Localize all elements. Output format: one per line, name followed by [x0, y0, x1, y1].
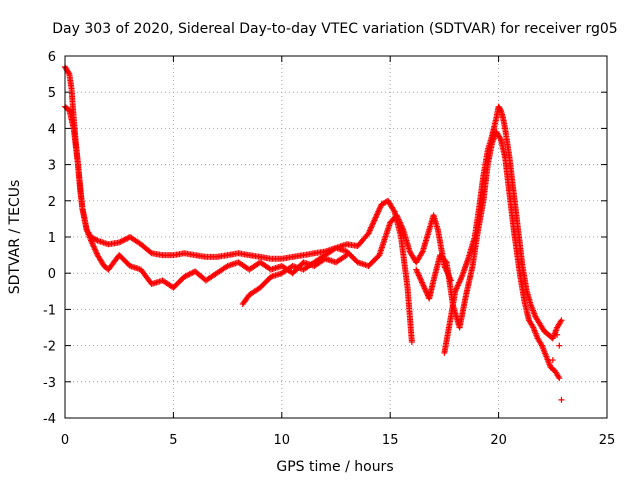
data-point	[418, 249, 425, 256]
x-tick-label: 5	[169, 433, 177, 448]
data-point	[390, 207, 397, 214]
data-point	[65, 69, 72, 76]
plot-frame	[64, 55, 608, 419]
data-point	[120, 237, 127, 244]
data-point	[185, 271, 192, 278]
x-tick-label: 25	[599, 433, 616, 448]
data-point	[121, 236, 128, 243]
grid-lines	[65, 56, 607, 418]
y-tick-label: 2	[48, 195, 56, 210]
data-point	[122, 236, 129, 243]
data-point	[497, 106, 504, 113]
y-tick-label: -4	[43, 412, 56, 427]
y-tick-label: 0	[48, 267, 56, 282]
y-tick-label: 4	[48, 122, 56, 137]
y-tick-label: 1	[48, 231, 56, 246]
data-point	[93, 236, 100, 243]
y-tick-label: -3	[43, 376, 56, 391]
data-point	[182, 273, 189, 280]
data-point	[188, 270, 195, 277]
data-point	[442, 258, 449, 265]
data-point	[549, 357, 556, 364]
x-tick-label: 10	[274, 433, 291, 448]
data-point	[556, 375, 563, 382]
data-points	[62, 63, 565, 403]
y-tick-label: 6	[48, 50, 56, 65]
data-point	[117, 238, 124, 245]
data-point	[186, 271, 193, 278]
y-axis-label: SDTVAR / TECUs	[7, 180, 23, 295]
x-tick-label: 20	[490, 433, 507, 448]
data-point	[408, 338, 415, 345]
data-point	[183, 272, 190, 279]
data-point	[181, 273, 188, 280]
data-point	[554, 331, 561, 338]
data-point	[147, 249, 154, 256]
data-point	[558, 317, 565, 324]
y-tick-label: 3	[48, 159, 56, 174]
y-tick-label: -2	[43, 340, 56, 355]
data-point	[558, 396, 565, 403]
x-axis-label: GPS time / hours	[276, 459, 393, 475]
data-point	[116, 239, 123, 246]
chart-title: Day 303 of 2020, Sidereal Day-to-day VTE…	[52, 21, 617, 37]
x-tick-label: 15	[382, 433, 399, 448]
data-point	[556, 342, 563, 349]
y-tick-label: -1	[43, 303, 56, 318]
data-point	[118, 238, 125, 245]
y-tick-label: 5	[48, 86, 56, 101]
x-tick-label: 0	[61, 433, 69, 448]
data-point	[342, 253, 349, 260]
